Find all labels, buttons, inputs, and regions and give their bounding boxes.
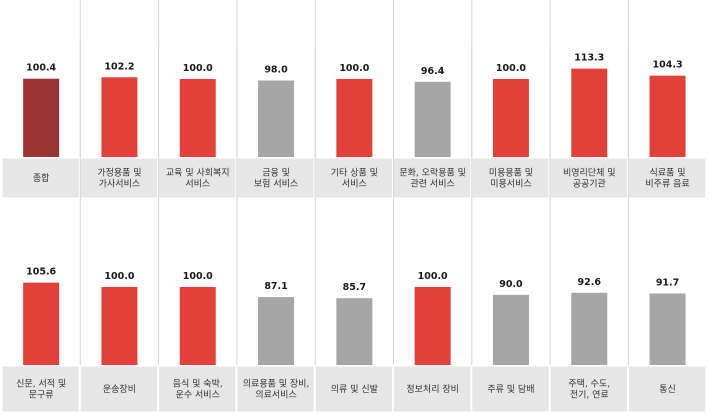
bar [101, 77, 138, 157]
category-label: 서비스 [185, 179, 210, 190]
category-label-box [471, 157, 550, 199]
category-label: 운송장비 [103, 384, 136, 395]
data-label: 91.7 [656, 277, 679, 288]
category-label: 문화, 오락용품 및 [399, 167, 466, 179]
data-label: 100.0 [183, 271, 213, 282]
bar [23, 78, 60, 157]
category-label-box [471, 365, 550, 413]
category-label: 관련 서비스 [411, 179, 455, 190]
category-label: 비영리단체 및 [563, 167, 616, 179]
category-label-box [627, 365, 707, 413]
bar [179, 79, 216, 157]
bar [414, 287, 451, 365]
category-label: 의료서비스 [255, 390, 296, 401]
bar [571, 68, 608, 157]
category-label-box [79, 365, 159, 413]
category-label-box [1, 365, 80, 413]
category-label: 전기, 연료 [570, 390, 609, 401]
data-label: 100.4 [26, 63, 56, 74]
category-label: 금융 및 [262, 167, 290, 179]
data-label: 100.0 [339, 63, 369, 74]
data-label: 98.0 [264, 65, 288, 76]
category-label: 정보처리 장비 [406, 383, 459, 395]
category-label: 보험 서비스 [254, 179, 298, 190]
category-label: 의료용품 및 장비, [243, 378, 310, 390]
category-label-box [1, 157, 80, 199]
category-label-box [314, 365, 394, 413]
category-label: 신문, 서적 및 [16, 378, 66, 390]
category-label-box [314, 157, 394, 199]
data-label: 100.0 [496, 63, 526, 74]
data-label: 100.0 [104, 271, 134, 282]
data-label: 105.6 [26, 267, 56, 278]
bar [101, 287, 138, 365]
category-label: 식료품 및 [650, 167, 686, 179]
category-label: 주류 및 담배 [487, 383, 534, 395]
category-label: 주택, 수도, [568, 379, 610, 390]
bar [649, 75, 686, 157]
data-label: 102.2 [104, 61, 134, 72]
bar [571, 292, 608, 365]
data-label: 100.0 [183, 63, 213, 74]
category-label-box [158, 157, 237, 199]
category-label: 종합 [33, 173, 50, 184]
bar [23, 282, 60, 365]
category-label: 기타 상품 및 [331, 167, 378, 179]
bar [414, 81, 451, 157]
category-label-box [236, 365, 315, 413]
category-label-box [549, 157, 628, 199]
category-label: 교육 및 사회복지 [166, 167, 230, 179]
category-label: 미용서비스 [490, 179, 531, 190]
category-label: 가정용품 및 [97, 167, 141, 179]
bar [336, 298, 373, 365]
category-label-box [549, 365, 628, 413]
category-label: 가사서비스 [99, 179, 140, 190]
bar [492, 79, 529, 157]
bar [649, 293, 686, 365]
data-label: 113.3 [574, 53, 604, 64]
data-label: 92.6 [578, 277, 602, 288]
category-label: 공공기관 [573, 179, 606, 190]
data-label: 85.7 [343, 282, 366, 293]
data-label: 87.1 [264, 281, 287, 292]
category-label: 서비스 [342, 179, 367, 190]
category-label: 문구류 [29, 390, 54, 401]
category-label-box [79, 157, 159, 199]
bar [179, 287, 216, 365]
bar [336, 79, 373, 157]
category-label: 운수 서비스 [176, 390, 220, 401]
bar [258, 297, 295, 365]
category-label: 비주류 음료 [645, 179, 689, 190]
category-label-box [393, 365, 472, 413]
data-label: 100.0 [418, 271, 448, 282]
category-label-box [158, 365, 237, 413]
bar [492, 294, 529, 365]
category-label: 의류 및 신발 [331, 383, 378, 395]
category-label: 통신 [659, 384, 676, 395]
bar [258, 80, 295, 157]
data-label: 96.4 [421, 66, 445, 77]
category-label: 음식 및 숙박, [173, 378, 223, 390]
data-label: 90.0 [499, 279, 523, 290]
data-label: 104.3 [653, 60, 683, 71]
category-label: 미용용품 및 [489, 167, 533, 179]
